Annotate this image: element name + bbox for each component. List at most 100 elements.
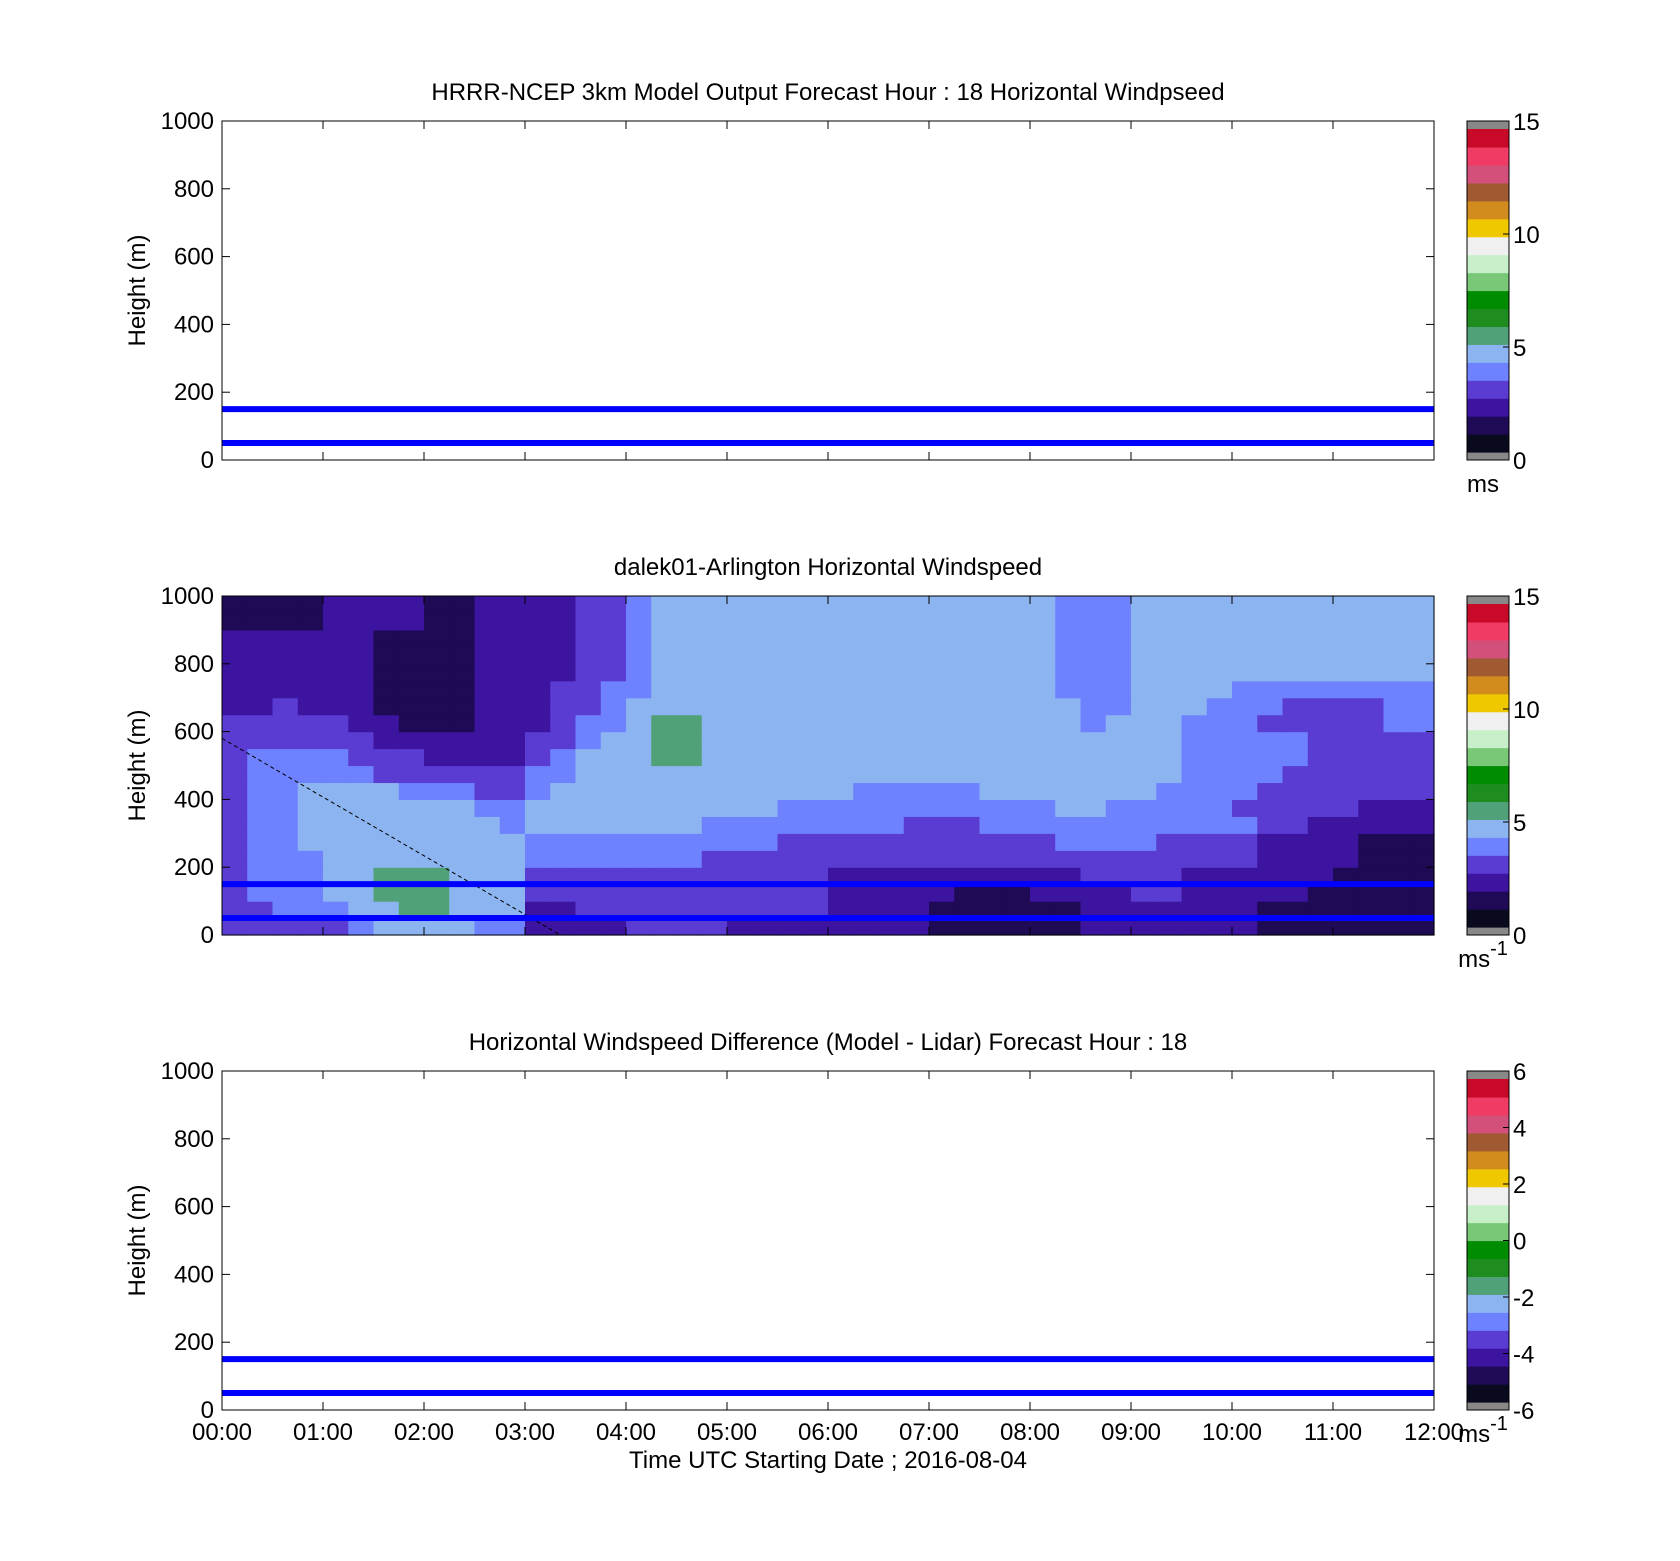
heatmap-cell — [424, 663, 450, 682]
heatmap-cell — [348, 867, 375, 885]
heatmap-cell — [1333, 850, 1359, 868]
heatmap-cell — [550, 646, 577, 665]
colorbar-swatch — [1467, 1366, 1509, 1385]
heatmap-cell — [1055, 748, 1082, 767]
heatmap-cell — [499, 697, 526, 716]
heatmap-cell — [398, 918, 425, 936]
heatmap-cell — [1080, 884, 1107, 902]
heatmap-cell — [1307, 901, 1334, 919]
heatmap-cell — [1181, 731, 1208, 750]
heatmap-cell — [752, 884, 779, 902]
heatmap-cell — [1131, 867, 1157, 885]
heatmap-cell — [1408, 714, 1435, 733]
heatmap-cell — [1408, 850, 1435, 868]
heatmap-cell — [550, 663, 577, 682]
colorbar-swatch — [1467, 1168, 1509, 1188]
panel-difference: 00:00 01:00 02:00 03:00 04:00 05:00 06:00 07:00… — [124, 1029, 1534, 1448]
heatmap-cell — [802, 901, 829, 919]
heatmap-cell — [1055, 799, 1082, 817]
heatmap-cell — [727, 884, 753, 902]
colorbar: -6 -4 -2 0 2 4 6 ms-1 — [1458, 1059, 1534, 1448]
heatmap-cell — [979, 901, 1006, 919]
y-tick-label: 600 — [174, 244, 214, 271]
heatmap-cell — [499, 714, 526, 733]
heatmap-cell — [903, 765, 930, 784]
heatmap-cell — [499, 884, 526, 902]
heatmap-cell — [626, 646, 652, 665]
heatmap-cell — [1156, 596, 1183, 614]
heatmap-cell — [651, 629, 678, 648]
heatmap-cell — [853, 680, 880, 699]
heatmap-cell — [1232, 799, 1258, 817]
heatmap-cell — [701, 612, 728, 631]
colorbar-endcap — [1467, 121, 1509, 129]
heatmap-cell — [222, 833, 248, 851]
heatmap-cell — [1206, 748, 1233, 767]
heatmap-cell — [1232, 901, 1258, 919]
heatmap-cell — [626, 867, 652, 885]
heatmap-cell — [979, 731, 1006, 750]
heatmap-cell — [1257, 918, 1284, 936]
heatmap-cell — [1282, 731, 1309, 750]
heatmap-cell — [323, 697, 349, 716]
heatmap-cell — [1408, 918, 1435, 936]
heatmap-cell — [1358, 748, 1385, 767]
colorbar-tick-label: -6 — [1513, 1398, 1534, 1425]
heatmap-cell — [1383, 629, 1410, 648]
colorbar-swatch — [1467, 1276, 1509, 1295]
colorbar-swatch — [1467, 801, 1509, 820]
heatmap-cell — [373, 612, 400, 631]
heatmap-cell — [1181, 782, 1208, 800]
heatmap-cell — [348, 816, 375, 834]
heatmap-cell — [752, 612, 779, 631]
heatmap-cell — [373, 680, 400, 699]
colorbar-swatch — [1467, 434, 1509, 453]
heatmap-cell — [323, 850, 349, 868]
heatmap-cell — [525, 612, 551, 631]
heatmap-cell — [499, 748, 526, 767]
heatmap-cell — [398, 663, 425, 682]
heatmap-cell — [323, 816, 349, 834]
heatmap-cell — [323, 663, 349, 682]
heatmap-cell — [777, 596, 804, 614]
colorbar-frame — [1466, 120, 1510, 461]
heatmap-cell — [1055, 629, 1082, 648]
heatmap-cell — [1282, 714, 1309, 733]
y-tick-label: 600 — [174, 1194, 214, 1221]
heatmap-cell — [323, 612, 349, 631]
heatmap-cell — [1030, 731, 1056, 750]
heatmap-cell — [828, 646, 854, 665]
heatmap-cell — [853, 629, 880, 648]
heatmap-cell — [1030, 629, 1056, 648]
panel-title: HRRR-NCEP 3km Model Output Forecast Hour… — [431, 79, 1224, 106]
heatmap-cell — [297, 799, 324, 817]
heatmap-cell — [222, 884, 248, 902]
heatmap-cell — [1105, 850, 1132, 868]
heatmap-cell — [575, 596, 602, 614]
heatmap-cell — [878, 680, 905, 699]
heatmap-cell — [1131, 884, 1157, 902]
heatmap-cell — [1257, 646, 1284, 665]
heatmap-cell — [802, 799, 829, 817]
colorbar-tick-label: 5 — [1513, 335, 1526, 362]
y-tick-label: 800 — [174, 176, 214, 203]
heatmap-cell — [1131, 663, 1157, 682]
heatmap-cell — [1383, 731, 1410, 750]
y-tick-label: 800 — [174, 651, 214, 678]
heatmap-cell — [1232, 765, 1258, 784]
heatmap-cell — [853, 884, 880, 902]
heatmap-cell — [1257, 833, 1284, 851]
heatmap-cell — [651, 816, 678, 834]
heatmap-cell — [600, 680, 627, 699]
heatmap-cell — [777, 629, 804, 648]
heatmap-cell — [1030, 850, 1056, 868]
heatmap-cell — [1181, 697, 1208, 716]
heatmap-cell — [1282, 680, 1309, 699]
heatmap-cell — [828, 833, 854, 851]
panel-model: 0 200 400 600 800 1000 HRRR-NCEP 3km Model Out… — [124, 79, 1540, 498]
heatmap-cell — [1004, 867, 1031, 885]
panel-title: dalek01-Arlington Horizontal Windspeed — [614, 554, 1042, 581]
heatmap-cell — [222, 731, 248, 750]
colorbar-swatch — [1467, 146, 1509, 166]
heatmap-cell — [929, 646, 955, 665]
